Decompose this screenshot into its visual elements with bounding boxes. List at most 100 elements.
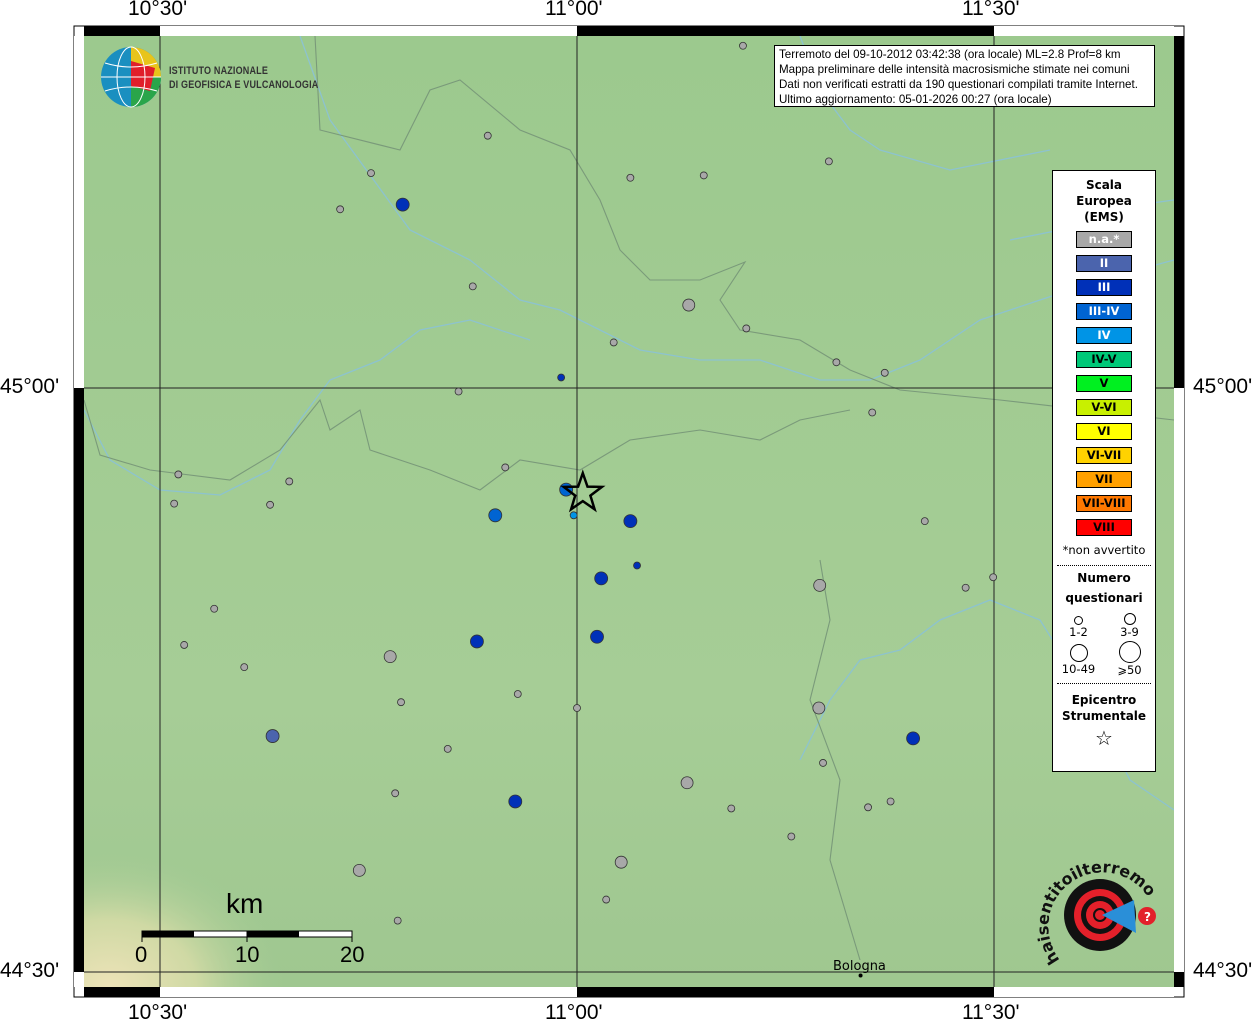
epicenter-star-icon[interactable] — [560, 469, 606, 513]
circle-large-icon — [1069, 644, 1088, 662]
legend-title-line: (EMS) — [1084, 210, 1124, 224]
legend-swatch: IV-V — [1076, 351, 1132, 368]
intensity-point[interactable] — [812, 701, 826, 715]
intensity-point[interactable] — [285, 477, 294, 486]
svg-text:?: ? — [1144, 910, 1151, 924]
intensity-point[interactable] — [573, 704, 581, 712]
legend-swatch: n.a.* — [1076, 231, 1132, 248]
lon-tick-label: 11°30' — [962, 0, 1020, 20]
intensity-point[interactable] — [787, 832, 796, 841]
intensity-point[interactable] — [174, 470, 183, 479]
count-title-line: Numero — [1077, 571, 1131, 585]
frame-segment — [994, 26, 1174, 36]
intensity-point[interactable] — [819, 759, 827, 767]
frame-segment — [84, 987, 160, 997]
legend-swatch: II — [1076, 255, 1132, 272]
intensity-point[interactable] — [180, 641, 189, 649]
frame-segment — [1174, 388, 1184, 972]
intensity-point[interactable] — [265, 729, 280, 743]
intensity-point[interactable] — [739, 41, 747, 50]
intensity-point[interactable] — [813, 578, 827, 592]
intensity-point[interactable] — [210, 604, 219, 613]
intensity-point[interactable] — [824, 157, 833, 166]
count-title-line: questionari — [1065, 591, 1143, 605]
borders — [83, 35, 1175, 961]
intensity-point[interactable] — [367, 169, 375, 177]
intensity-point[interactable] — [170, 499, 179, 508]
intensity-point[interactable] — [609, 338, 618, 347]
lat-tick-label: 45°00' — [1193, 375, 1253, 398]
intensity-point[interactable] — [680, 776, 694, 790]
intensity-point[interactable] — [557, 373, 566, 382]
legend-title-line: Europea — [1076, 194, 1132, 208]
intensity-point[interactable] — [454, 387, 463, 396]
legend-swatch: V — [1076, 375, 1132, 392]
intensity-point[interactable] — [383, 650, 397, 664]
divider — [1057, 565, 1151, 566]
legend-note: *non avvertito — [1062, 543, 1146, 557]
intensity-point[interactable] — [602, 895, 611, 904]
circle-medium-icon — [1123, 613, 1136, 625]
count-label: 3-9 — [1120, 625, 1139, 639]
intensity-point[interactable] — [886, 797, 895, 806]
legend-swatch: VII-VIII — [1076, 495, 1132, 512]
map-frame — [73, 25, 1185, 998]
intensity-point[interactable] — [470, 634, 484, 649]
intensity-point[interactable] — [508, 794, 523, 809]
intensity-point[interactable] — [880, 368, 889, 377]
intensity-point[interactable] — [266, 500, 274, 509]
intensity-point[interactable] — [483, 131, 492, 140]
intensity-point[interactable] — [443, 745, 452, 753]
intensity-point[interactable] — [868, 408, 877, 417]
legend-swatch: VI — [1076, 423, 1132, 440]
intensity-point[interactable] — [397, 698, 405, 707]
intensity-point[interactable] — [989, 573, 998, 582]
intensity-point[interactable] — [393, 916, 402, 925]
intensity-point[interactable] — [590, 629, 604, 644]
intensity-point[interactable] — [727, 804, 736, 813]
intensity-point[interactable] — [569, 511, 578, 520]
intensity-point[interactable] — [682, 298, 696, 312]
intensity-point[interactable] — [906, 731, 921, 746]
intensity-point[interactable] — [352, 863, 366, 877]
intensity-point[interactable] — [395, 197, 410, 212]
frame-segment — [74, 972, 84, 987]
intensity-point[interactable] — [240, 663, 249, 672]
frame-segment — [84, 26, 160, 36]
intensity-point[interactable] — [699, 171, 708, 180]
legend-swatch: VII — [1076, 471, 1132, 488]
intensity-point[interactable] — [594, 571, 609, 586]
count-label: 10-49 — [1061, 662, 1096, 676]
ingv-line2: DI GEOFISICA E VULCANOLOGIA — [169, 79, 319, 91]
frame-segment — [1174, 36, 1184, 388]
intensity-point[interactable] — [633, 561, 641, 570]
intensity-point[interactable] — [832, 358, 841, 367]
intensity-point[interactable] — [336, 205, 345, 214]
intensity-point[interactable] — [864, 803, 872, 812]
bologna-marker — [858, 973, 863, 978]
size-legend: 1-2 3-9 10-49 ⩾50 — [1053, 612, 1155, 677]
lat-tick-label: 44°30' — [1193, 959, 1253, 982]
intensity-point[interactable] — [742, 324, 751, 333]
intensity-point[interactable] — [920, 517, 929, 526]
scalebar-label: 10 — [235, 942, 260, 967]
intensity-point[interactable] — [501, 463, 510, 472]
frame-segment — [1174, 972, 1184, 987]
legend: Scala Europea (EMS) n.a.* II III III-IV IV IV… — [1052, 170, 1156, 772]
intensity-point[interactable] — [488, 508, 503, 523]
lon-tick-label: 10°30' — [128, 1001, 188, 1024]
scalebar-label: 20 — [340, 942, 365, 967]
intensity-point[interactable] — [623, 514, 638, 529]
epi-title-line: Epicentro — [1071, 693, 1137, 707]
intensity-point[interactable] — [626, 173, 635, 182]
intensity-point[interactable] — [961, 583, 970, 592]
intensity-point[interactable] — [513, 690, 522, 698]
divider — [1057, 683, 1151, 684]
info-line: Mappa preliminare delle intensità macros… — [779, 63, 1130, 76]
intensity-point[interactable] — [468, 282, 477, 291]
lon-tick-label: 11°30' — [962, 1001, 1020, 1024]
frame-segment — [74, 388, 84, 972]
intensity-point[interactable] — [391, 789, 400, 798]
intensity-point[interactable] — [614, 855, 628, 869]
